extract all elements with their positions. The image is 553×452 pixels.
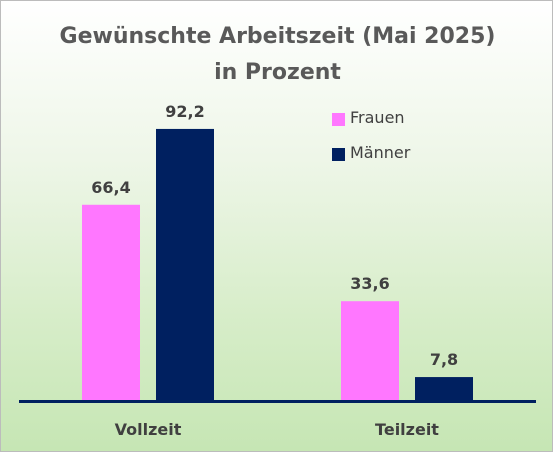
chart-subtitle: in Prozent [214, 60, 341, 85]
data-label: 66,4 [91, 178, 130, 197]
bar-männer-teilzeit [415, 377, 473, 400]
category-label: Vollzeit [115, 420, 182, 439]
legend-swatch-frauen [332, 113, 345, 126]
data-label: 7,8 [430, 350, 458, 369]
data-label: 33,6 [350, 274, 389, 293]
legend-label-frauen: Frauen [350, 108, 405, 127]
legend-swatch-maenner [332, 148, 345, 161]
legend-label-maenner: Männer [350, 143, 411, 162]
bar-männer-vollzeit [156, 128, 214, 400]
category-label: Teilzeit [375, 420, 439, 439]
bar-frauen-vollzeit [82, 204, 140, 400]
chart-title: Gewünschte Arbeitszeit (Mai 2025) [59, 24, 496, 49]
bar-frauen-teilzeit [341, 301, 399, 400]
data-label: 92,2 [165, 102, 204, 121]
